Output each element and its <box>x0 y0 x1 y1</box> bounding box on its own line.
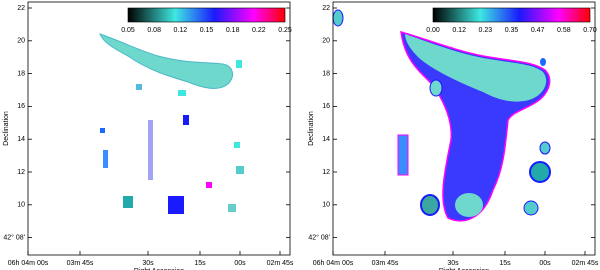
colorbar-tick-label: 0.08 <box>147 27 161 34</box>
axes-frame <box>27 1 291 256</box>
y-axis-label: Declination <box>308 111 315 146</box>
y-tick-label: 14 <box>322 136 330 143</box>
x-tick-label: 06h 04m 00s <box>313 260 354 267</box>
colorbar <box>432 7 591 23</box>
y-tick-label: 12 <box>17 169 25 176</box>
x-axis-label: Right Ascension <box>439 268 489 270</box>
x-axis-label: Right Ascension <box>134 268 184 270</box>
y-tick-label: 20 <box>322 38 330 45</box>
colorbar-tick-label: 0.18 <box>226 27 240 34</box>
x-tick-label: 30s <box>142 260 154 267</box>
x-tick-label: 15s <box>194 260 206 267</box>
y-tick-label: 42° 08' <box>3 233 25 241</box>
emission-map <box>332 9 551 222</box>
y-tick-label: 22 <box>322 5 330 12</box>
colorbar-tick-label: 0.22 <box>252 27 266 34</box>
x-tick-label: 03m 45s <box>67 260 94 267</box>
axes-frame <box>332 1 596 256</box>
x-tick-label: 15s <box>499 260 511 267</box>
colorbar <box>127 7 286 23</box>
colorbar-tick-label: 0.12 <box>452 27 466 34</box>
x-tick-label: 00s <box>539 260 551 267</box>
colorbar-tick-label: 0.12 <box>174 27 188 34</box>
x-tick-label: 06h 04m 00s <box>8 260 49 267</box>
colorbar-tick-label: 0.25 <box>278 27 292 34</box>
emission-map <box>99 33 244 214</box>
x-tick-label: 02m 45s <box>572 260 599 267</box>
panel: 22 20 18 16 14 12 10 42° 08' 06h 04m 00s 03m 45s 3… <box>308 1 599 270</box>
colorbar-tick-label: 0.58 <box>557 27 571 34</box>
colorbar-tick-label: 0.70 <box>583 27 597 34</box>
y-tick-label: 16 <box>322 103 330 110</box>
colorbar-tick-label: 0.05 <box>121 27 135 34</box>
colorbar-tick-label: 0.00 <box>426 27 440 34</box>
x-tick-label: 02m 45s <box>267 260 294 267</box>
colorbar-tick-label: 0.47 <box>531 27 545 34</box>
y-tick-label: 22 <box>17 5 25 12</box>
colorbar-tick-label: 0.35 <box>505 27 519 34</box>
y-tick-label: 12 <box>322 169 330 176</box>
colorbar-tick-label: 0.23 <box>479 27 493 34</box>
panel: 22 20 18 16 14 12 10 42° 08' 06h 04m 00s 03m 45s 3… <box>3 1 294 270</box>
y-tick-label: 18 <box>322 70 330 77</box>
y-tick-label: 18 <box>17 70 25 77</box>
y-axis-label: Declination <box>3 111 10 146</box>
colorbar-tick-label: 0.15 <box>200 27 214 34</box>
x-tick-label: 00s <box>234 260 246 267</box>
y-tick-label: 42° 08' <box>308 233 330 241</box>
y-tick-label: 10 <box>322 202 330 209</box>
x-tick-label: 03m 45s <box>372 260 399 267</box>
y-tick-label: 10 <box>17 202 25 209</box>
y-tick-label: 20 <box>17 38 25 45</box>
y-tick-label: 16 <box>17 103 25 110</box>
y-tick-label: 14 <box>17 136 25 143</box>
x-tick-label: 30s <box>447 260 459 267</box>
